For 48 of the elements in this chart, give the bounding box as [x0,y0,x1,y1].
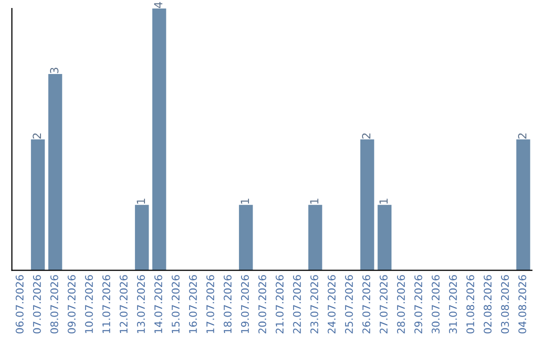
x-tick-label: 07.07.2026 [33,275,41,334]
x-tick-label: 28.07.2026 [397,275,405,334]
x-tick-label: 17.07.2026 [206,275,214,333]
x-tick-label: 26.07.2026 [362,275,370,334]
x-tick-label: 01.08.2026 [466,275,474,334]
data-label: 2 [518,133,526,139]
bar [360,139,374,270]
data-label: 1 [240,198,249,204]
bar [516,139,530,270]
x-tick-label: 19.07.2026 [241,275,249,333]
x-tick-label: 27.07.2026 [380,275,388,334]
x-tick-label: 15.07.2026 [172,275,180,333]
x-tick-label: 30.07.2026 [432,275,440,334]
data-label: 3 [50,68,58,74]
x-tick-label: 06.07.2026 [16,275,24,334]
x-tick-label: 29.07.2026 [414,275,422,334]
x-tick-label: 25.07.2026 [345,275,353,334]
x-tick-label: 11.07.2026 [102,275,110,333]
x-tick-label: 22.07.2026 [293,275,301,334]
x-tick-label: 12.07.2026 [120,275,128,333]
bar [238,204,253,270]
data-label: 2 [362,133,370,139]
x-tick-label: 13.07.2026 [137,275,145,333]
bar [152,8,166,270]
x-tick-label: 18.07.2026 [224,275,232,333]
data-label: 4 [154,2,162,8]
bar [378,204,392,270]
x-tick-label: 02.08.2026 [484,275,492,334]
data-label: 1 [136,198,145,204]
x-tick-label: 16.07.2026 [189,275,197,333]
x-tick-label: 24.07.2026 [328,275,336,334]
data-label: 2 [32,133,41,139]
x-tick-label: 08.07.2026 [50,275,58,334]
bar [134,204,149,270]
data-label: 1 [310,198,318,204]
x-tick-label: 23.07.2026 [310,275,318,334]
bar [308,204,322,270]
x-tick-label: 14.07.2026 [154,275,162,333]
data-label: 1 [380,198,388,204]
x-tick-label: 10.07.2026 [85,275,93,333]
x-tick-label: 03.08.2026 [501,275,509,334]
x-tick-label: 21.07.2026 [276,275,284,334]
x-tick-label: 04.08.2026 [518,275,526,334]
bar [30,139,45,270]
x-tick-label: 31.07.2026 [449,275,457,334]
x-tick-label: 20.07.2026 [258,275,266,334]
bar [48,74,62,270]
x-tick-label: 09.07.2026 [68,275,76,334]
